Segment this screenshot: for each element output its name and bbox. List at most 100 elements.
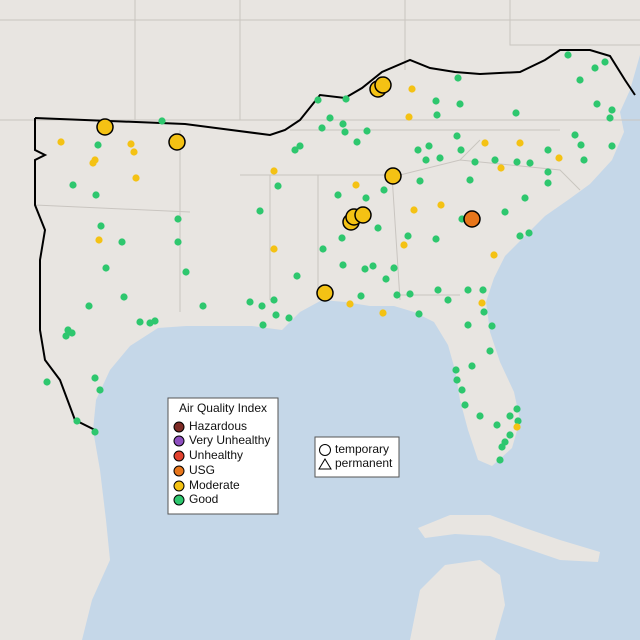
monitor bbox=[432, 235, 440, 243]
monitor bbox=[404, 232, 412, 240]
monitor bbox=[480, 308, 488, 316]
monitor bbox=[274, 182, 282, 190]
monitor bbox=[481, 139, 489, 147]
yucatan bbox=[410, 560, 505, 640]
monitor-temporary bbox=[316, 284, 334, 302]
monitor bbox=[346, 300, 354, 308]
monitor bbox=[601, 58, 609, 66]
monitor bbox=[374, 224, 382, 232]
monitor bbox=[544, 168, 552, 176]
monitor bbox=[478, 299, 486, 307]
monitor bbox=[464, 321, 472, 329]
monitor-temporary bbox=[354, 206, 372, 224]
monitor bbox=[272, 311, 280, 319]
monitor bbox=[342, 95, 350, 103]
monitor bbox=[85, 302, 93, 310]
monitor bbox=[120, 293, 128, 301]
monitor bbox=[593, 100, 601, 108]
monitor bbox=[270, 167, 278, 175]
monitor bbox=[136, 318, 144, 326]
monitor bbox=[457, 146, 465, 154]
monitor bbox=[400, 241, 408, 249]
monitor bbox=[516, 232, 524, 240]
monitor bbox=[564, 51, 572, 59]
monitor bbox=[591, 64, 599, 72]
legend-swatch bbox=[173, 465, 185, 477]
monitor bbox=[199, 302, 207, 310]
monitor bbox=[476, 412, 484, 420]
monitor bbox=[118, 238, 126, 246]
monitor bbox=[363, 127, 371, 135]
monitor bbox=[132, 174, 140, 182]
monitor bbox=[127, 140, 135, 148]
monitor bbox=[415, 310, 423, 318]
monitor bbox=[479, 286, 487, 294]
monitor bbox=[458, 386, 466, 394]
monitor bbox=[91, 428, 99, 436]
monitor bbox=[69, 181, 77, 189]
monitor bbox=[94, 141, 102, 149]
legend-label: Unhealthy bbox=[189, 448, 243, 462]
monitor bbox=[433, 111, 441, 119]
monitor bbox=[466, 176, 474, 184]
monitor bbox=[577, 141, 585, 149]
monitor bbox=[498, 443, 506, 451]
monitor bbox=[454, 74, 462, 82]
monitor bbox=[68, 329, 76, 337]
shape-legend-box bbox=[314, 436, 400, 478]
legend-box bbox=[167, 397, 279, 515]
monitor bbox=[270, 296, 278, 304]
legend-swatch bbox=[173, 450, 185, 462]
monitor bbox=[496, 456, 504, 464]
monitor bbox=[608, 142, 616, 150]
monitor bbox=[425, 142, 433, 150]
monitor bbox=[526, 159, 534, 167]
monitor bbox=[414, 146, 422, 154]
monitor bbox=[393, 291, 401, 299]
monitor bbox=[362, 194, 370, 202]
monitor bbox=[246, 298, 254, 306]
monitor bbox=[544, 146, 552, 154]
monitor bbox=[102, 264, 110, 272]
monitor bbox=[256, 207, 264, 215]
monitor bbox=[513, 423, 521, 431]
monitor bbox=[491, 156, 499, 164]
shape-label: temporary bbox=[335, 442, 389, 456]
monitor bbox=[452, 366, 460, 374]
monitor bbox=[353, 138, 361, 146]
monitor bbox=[488, 322, 496, 330]
monitor bbox=[96, 386, 104, 394]
monitor-temporary bbox=[96, 118, 114, 136]
monitor bbox=[434, 286, 442, 294]
shape-label: permanent bbox=[335, 456, 393, 470]
monitor bbox=[174, 238, 182, 246]
monitor bbox=[326, 114, 334, 122]
monitor bbox=[571, 131, 579, 139]
monitor bbox=[576, 76, 584, 84]
monitor bbox=[501, 208, 509, 216]
monitor bbox=[97, 222, 105, 230]
monitor bbox=[493, 421, 501, 429]
legend-swatch bbox=[173, 494, 185, 506]
monitor bbox=[408, 85, 416, 93]
monitor bbox=[73, 417, 81, 425]
monitor bbox=[91, 374, 99, 382]
monitor bbox=[130, 148, 138, 156]
monitor bbox=[468, 362, 476, 370]
legend-label: USG bbox=[189, 463, 215, 477]
monitors bbox=[43, 51, 616, 464]
monitor bbox=[339, 261, 347, 269]
monitor bbox=[390, 264, 398, 272]
monitor bbox=[490, 251, 498, 259]
legend-label: Moderate bbox=[189, 478, 240, 492]
monitor bbox=[456, 100, 464, 108]
legend-swatch bbox=[173, 435, 185, 447]
monitor bbox=[341, 128, 349, 136]
monitor bbox=[361, 265, 369, 273]
monitor bbox=[57, 138, 65, 146]
monitor bbox=[259, 321, 267, 329]
monitor bbox=[182, 268, 190, 276]
monitor bbox=[525, 229, 533, 237]
monitor bbox=[318, 124, 326, 132]
